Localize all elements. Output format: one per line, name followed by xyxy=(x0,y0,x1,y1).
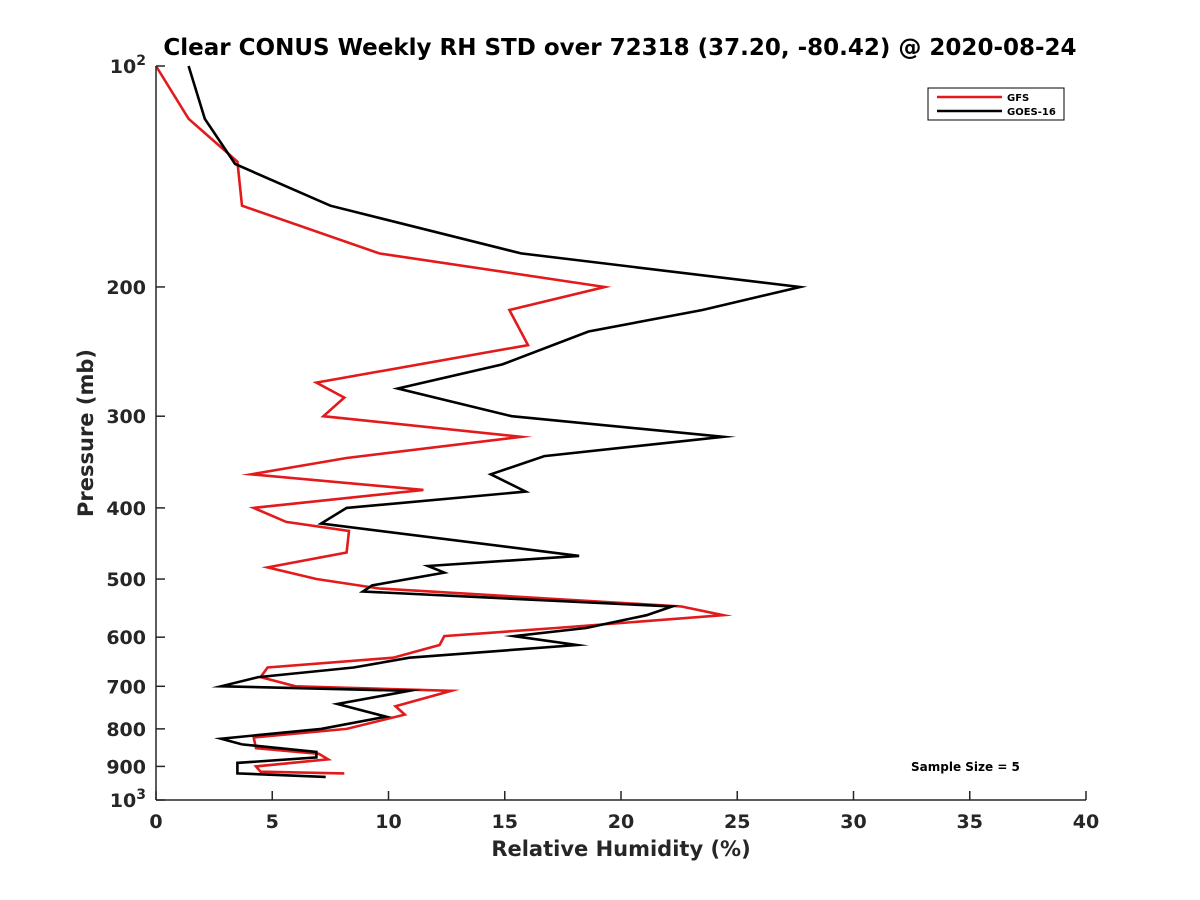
y-tick-label-base: 800 xyxy=(106,719,146,741)
x-tick-label: 20 xyxy=(608,811,634,833)
plot-area xyxy=(154,65,808,779)
legend-label-gfs: GFS xyxy=(1007,93,1029,104)
y-tick-label-base: 500 xyxy=(106,569,146,591)
y-tick-label-base: 600 xyxy=(106,627,146,649)
legend-label-goes16: GOES-16 xyxy=(1007,107,1056,118)
y-tick-label: 300 xyxy=(106,406,146,428)
legend: GFS GOES-16 xyxy=(927,87,1065,121)
y-tick-label: 900 xyxy=(106,756,146,778)
sample-size-annotation: Sample Size = 5 xyxy=(911,760,1020,774)
x-tick-label: 35 xyxy=(957,811,983,833)
y-tick-label-exponent: 2 xyxy=(136,53,146,69)
legend-box xyxy=(927,87,1065,121)
y-tick-label-base: 10 xyxy=(110,790,136,812)
x-tick-label: 10 xyxy=(375,811,401,833)
x-axis-label: Relative Humidity (%) xyxy=(491,837,750,861)
y-tick-label-base: 10 xyxy=(110,56,136,78)
y-tick-label: 700 xyxy=(106,676,146,698)
x-tick-label: 25 xyxy=(724,811,750,833)
y-tick-label-base: 300 xyxy=(106,406,146,428)
y-tick-label: 103 xyxy=(110,787,146,812)
x-tick-label: 30 xyxy=(840,811,866,833)
x-tick-label: 5 xyxy=(266,811,279,833)
y-axis-label: Pressure (mb) xyxy=(74,349,98,517)
series-line-gfs xyxy=(154,65,733,775)
y-tick-label: 800 xyxy=(106,719,146,741)
y-tick-label: 102 xyxy=(110,53,146,78)
y-tick-label: 400 xyxy=(106,498,146,520)
series-line-goes16 xyxy=(187,65,808,779)
y-tick-label: 500 xyxy=(106,569,146,591)
chart-title: Clear CONUS Weekly RH STD over 72318 (37… xyxy=(163,35,1076,61)
y-tick-label-exponent: 3 xyxy=(136,787,146,803)
x-tick-label: 0 xyxy=(149,811,162,833)
y-tick-label: 600 xyxy=(106,627,146,649)
y-tick-label-base: 200 xyxy=(106,277,146,299)
y-tick-label-base: 900 xyxy=(106,756,146,778)
x-tick-label: 15 xyxy=(492,811,518,833)
x-tick-label: 40 xyxy=(1073,811,1099,833)
x-axis-ticks: 0 5 10 15 20 25 30 35 40 xyxy=(149,791,1099,833)
y-tick-label-base: 700 xyxy=(106,676,146,698)
y-tick-label-base: 400 xyxy=(106,498,146,520)
plot-frame xyxy=(156,66,1086,800)
y-tick-label: 200 xyxy=(106,277,146,299)
